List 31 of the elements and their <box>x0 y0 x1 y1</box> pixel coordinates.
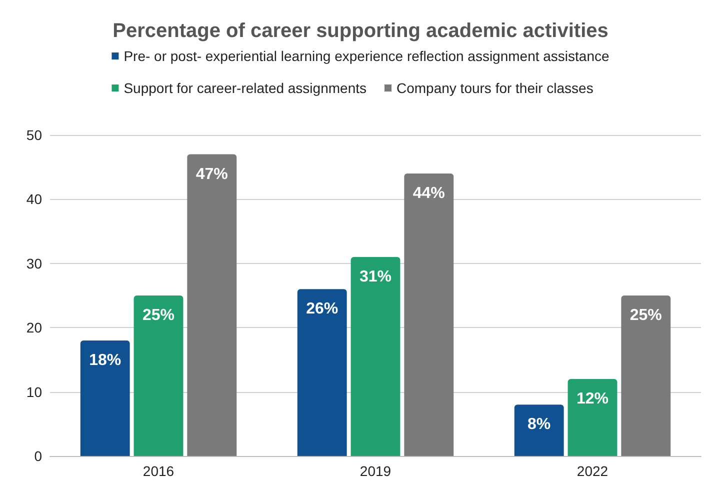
y-tick-label: 10 <box>26 384 42 400</box>
bar <box>350 256 400 456</box>
bar <box>297 289 347 456</box>
data-label: 25% <box>630 307 662 324</box>
legend-label: Pre- or post- experiential learning experience reflection assignment assistance <box>124 48 610 64</box>
data-label: 8% <box>528 416 551 434</box>
bar <box>404 174 454 456</box>
x-tick-label: 2019 <box>360 463 392 479</box>
x-tick-label: 2016 <box>142 463 174 479</box>
bar <box>568 378 618 456</box>
legend-label: Company tours for their classes <box>396 80 594 96</box>
data-label: 31% <box>359 268 392 286</box>
y-tick-label: 40 <box>26 191 42 208</box>
x-tick-label: 2022 <box>576 463 608 479</box>
y-tick-label: 50 <box>26 127 42 143</box>
data-label: 25% <box>142 307 175 324</box>
y-tick-label: 30 <box>26 255 42 272</box>
data-label: 47% <box>196 166 228 183</box>
bar <box>134 296 184 456</box>
legend-label: Support for career-related assignments <box>124 80 367 96</box>
bar <box>621 296 671 456</box>
chart-title: Percentage of career supporting academic activities <box>112 20 608 42</box>
y-tick-label: 0 <box>34 448 42 464</box>
bar <box>514 404 564 456</box>
bar <box>80 340 130 456</box>
data-label: 26% <box>306 300 338 318</box>
data-label: 12% <box>576 390 609 408</box>
bar <box>187 154 237 456</box>
data-label: 18% <box>89 352 122 369</box>
y-tick-label: 20 <box>26 320 42 336</box>
data-label: 44% <box>412 185 445 202</box>
